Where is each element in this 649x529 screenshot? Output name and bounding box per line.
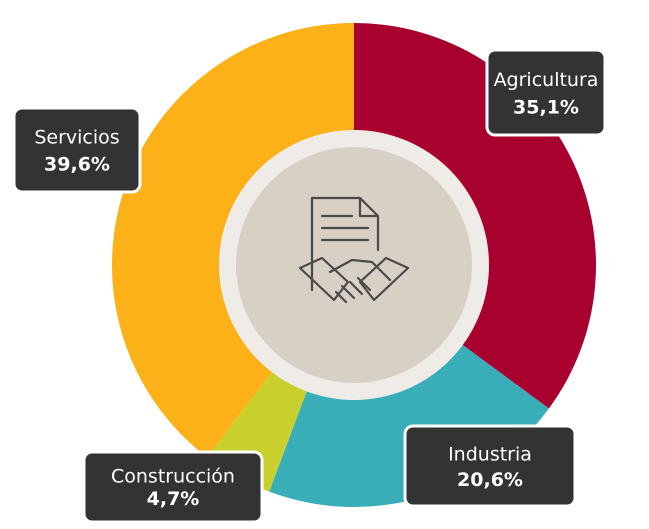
label-name: Agricultura — [494, 69, 599, 91]
label-value: 39,6% — [44, 154, 110, 176]
label-name: Servicios — [34, 127, 119, 149]
label-box — [12, 106, 142, 194]
label-value: 20,6% — [457, 469, 523, 491]
label-name: Industria — [448, 443, 532, 465]
labels: Agricultura 35,1% Industria 20,6% Construcci… — [12, 48, 607, 524]
label-box — [403, 424, 577, 508]
inner-circle — [236, 147, 472, 383]
label-value: 4,7% — [147, 488, 200, 510]
label-value: 35,1% — [513, 96, 579, 118]
label-box — [485, 48, 607, 137]
contract-icon — [298, 196, 410, 304]
label-box — [82, 450, 264, 524]
label-name: Construcción — [111, 466, 235, 488]
